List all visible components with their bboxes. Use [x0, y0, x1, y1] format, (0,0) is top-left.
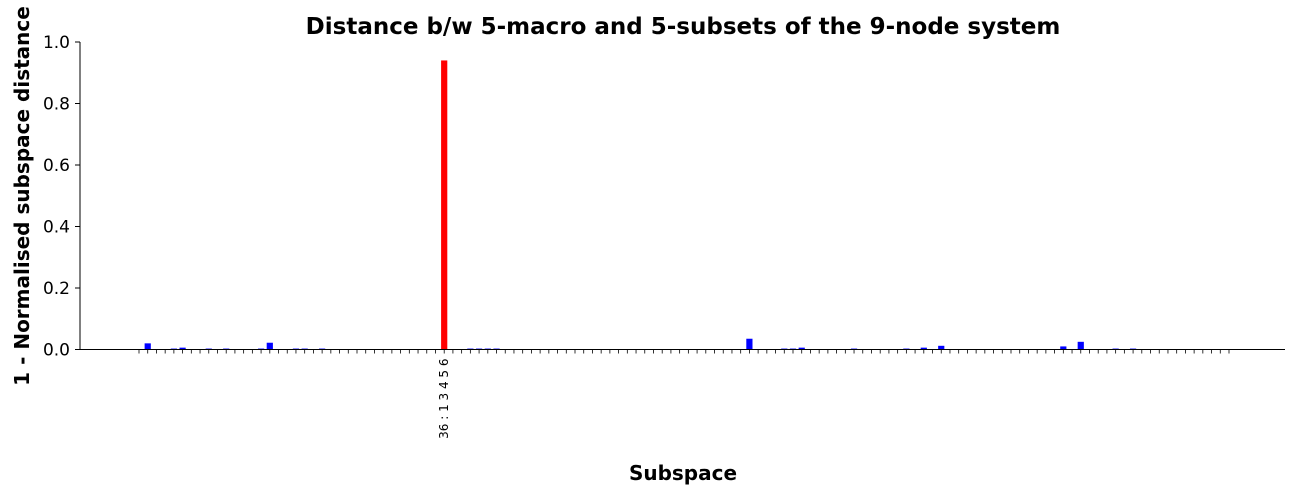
- x-tick-label: 36 : 1 3 4 5 6: [437, 359, 451, 439]
- y-ticks-group: 0.0 0.2 0.4 0.6 0.8 1.0: [43, 33, 80, 361]
- chart-title: Distance b/w 5-macro and 5-subsets of th…: [306, 14, 1061, 40]
- bar: [179, 347, 186, 350]
- x-axis-label: Subspace: [629, 461, 737, 485]
- bar: [746, 338, 753, 350]
- bar: [144, 343, 151, 350]
- y-tick-label: 0.6: [43, 156, 70, 176]
- bar-highlight: [441, 60, 448, 350]
- y-tick-label: 0.4: [43, 218, 70, 238]
- y-tick-label: 0.2: [43, 279, 70, 299]
- bar: [266, 342, 273, 350]
- bar: [1060, 346, 1067, 350]
- bar: [798, 347, 805, 350]
- y-tick-label: 0.0: [43, 341, 70, 361]
- y-tick-label: 1.0: [43, 33, 70, 53]
- x-ticks-group: 36 : 1 3 4 5 6: [138, 349, 1230, 439]
- y-tick-label: 0.8: [43, 95, 70, 115]
- bar: [1077, 341, 1084, 350]
- bars-group: [144, 60, 1137, 350]
- y-axis-label: 1 - Normalised subspace distance: [10, 6, 34, 386]
- bar: [938, 345, 945, 350]
- bar: [920, 347, 927, 350]
